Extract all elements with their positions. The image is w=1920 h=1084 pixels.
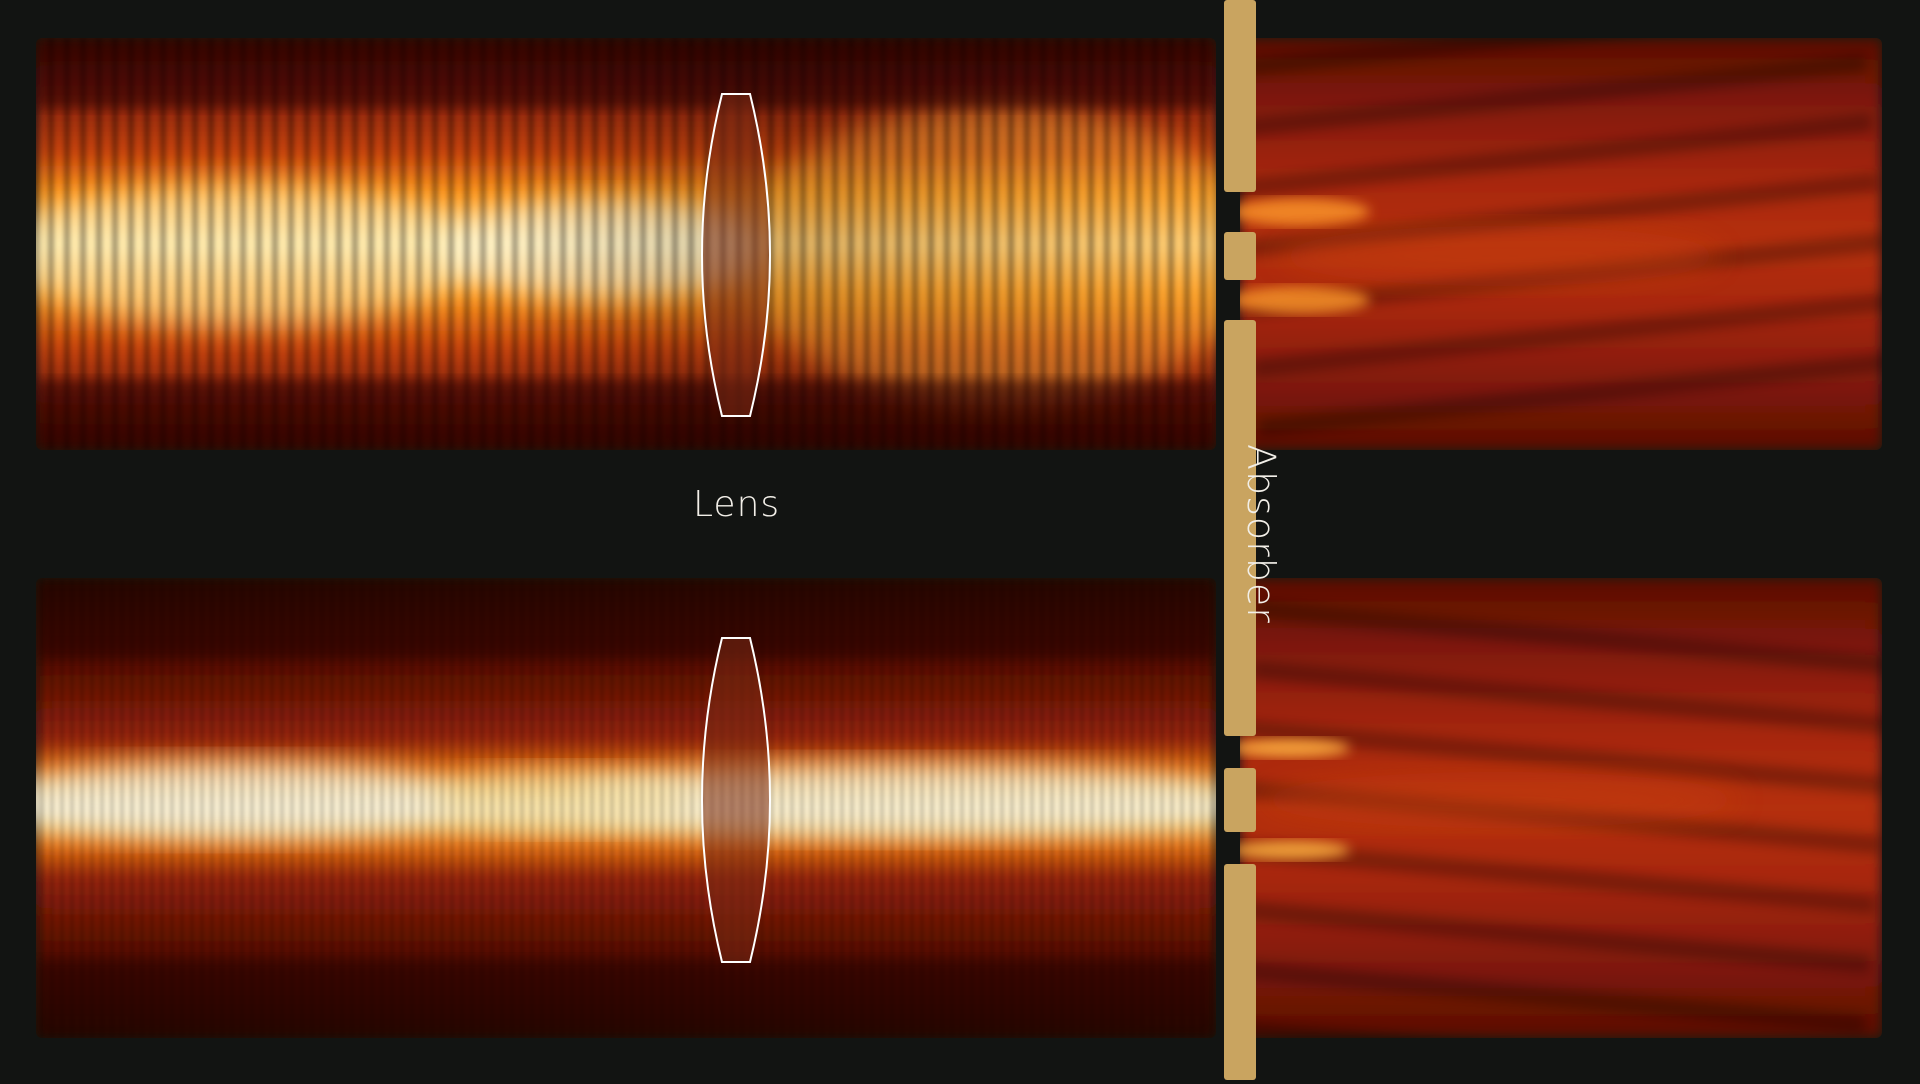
absorber-segment	[1224, 768, 1256, 832]
lens-label: Lens	[693, 484, 781, 525]
bottom-wave-field	[36, 578, 1882, 1038]
absorber	[1224, 0, 1256, 1080]
absorber-segment	[1224, 864, 1256, 1080]
absorber-segment	[1224, 320, 1256, 736]
absorber-label: Absorber	[1239, 444, 1283, 624]
lens-top	[701, 93, 771, 417]
top-wave-field	[36, 38, 1882, 450]
absorber-segment	[1224, 232, 1256, 280]
absorber-segment	[1224, 0, 1256, 192]
lens-bottom	[701, 637, 771, 963]
